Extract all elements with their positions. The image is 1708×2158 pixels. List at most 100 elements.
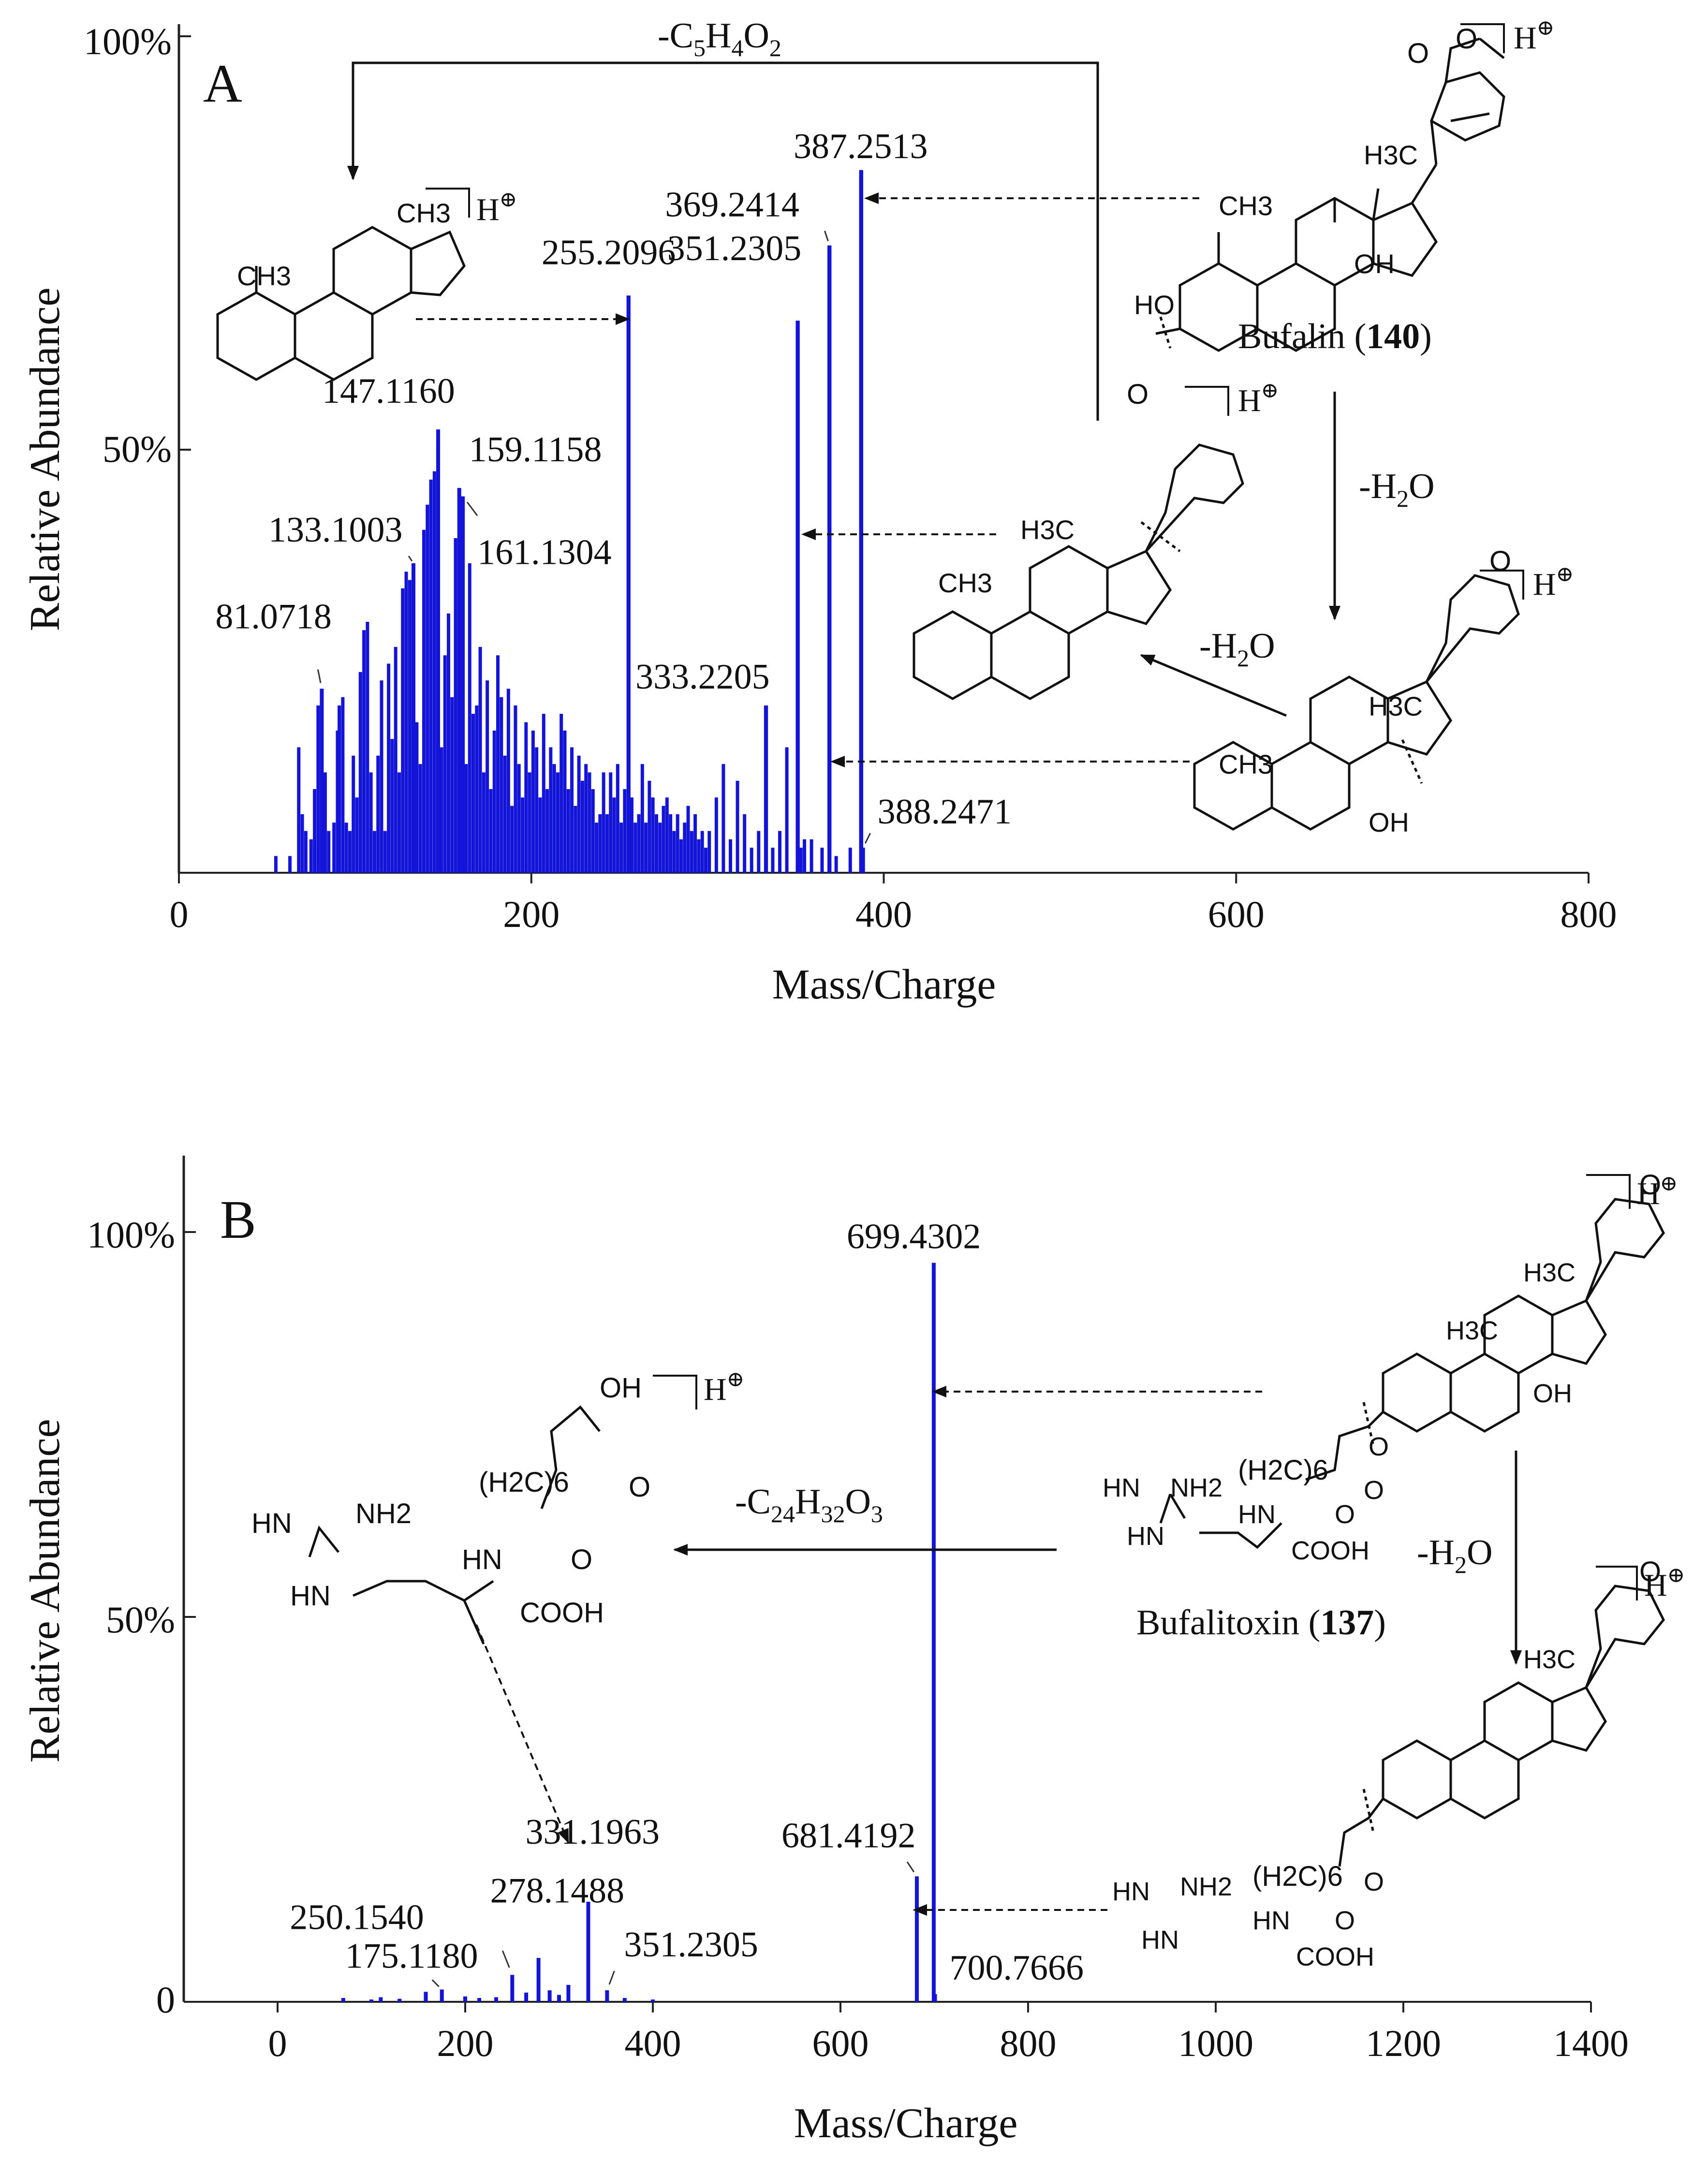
panel-a-ytick-100: 100% (84, 20, 172, 62)
panel-b-xtick-label: 800 (1000, 2022, 1057, 2064)
svg-text:O: O (1364, 1476, 1384, 1505)
peak-leader-line (608, 1970, 615, 1985)
panel-a-peak-labels: 81.0718 133.1003 147.1160 159.1158 161.1304 2… (215, 127, 1012, 844)
panel-a-arrows (416, 192, 1340, 767)
svg-text:HN: HN (1112, 1877, 1150, 1906)
panel-a-xtick-label: 0 (170, 893, 189, 935)
peak-label: 161.1304 (477, 533, 612, 573)
fragment-255-labels: CH3 CH3 H⊕ (237, 188, 517, 291)
loss-h2o-1-label: -H2O (1359, 467, 1435, 512)
peak-leader-line (317, 669, 322, 683)
panel-a-spectrum (274, 170, 865, 873)
svg-text:H⊕: H⊕ (1637, 1172, 1678, 1211)
peak-leader-line (466, 501, 478, 516)
panel-b-x-ticks: 0 200 400 600 800 1000 1200 1400 (268, 2002, 1629, 2064)
peak-label: 388.2471 (878, 792, 1012, 832)
loss-c24h32o3-label: -C24H32O3 (735, 1482, 883, 1527)
svg-text:H⊕: H⊕ (1238, 379, 1279, 418)
intermediate-1-labels: O H3C CH3 OH H⊕ (1219, 545, 1574, 837)
peak-leader-line (864, 833, 871, 844)
panel-b-arrows (475, 1386, 1522, 1916)
panel-a-ylabel: Relative Abundance (22, 287, 69, 631)
svg-text:O: O (1369, 1432, 1389, 1461)
intermediate-1-structure (1193, 574, 1520, 831)
panel-a-xtick-label: 800 (1561, 893, 1617, 935)
loss-c5h4o2-label: -C5H4O2 (658, 16, 781, 61)
peak-leader-line (906, 1861, 915, 1873)
loss-c5h4o2-bracket: -C5H4O2 (347, 16, 1099, 421)
peak-label: 387.2513 (794, 127, 928, 166)
bufalitoxin-labels: O H3C H3C OH O (H2C)6 O O HN NH2 HN HN C… (1103, 1169, 1678, 1643)
peak-label: 331.1963 (526, 1812, 660, 1852)
svg-text:COOH: COOH (520, 1597, 604, 1629)
intermediate-2-structure (913, 443, 1244, 700)
svg-text:HN: HN (462, 1544, 502, 1575)
svg-text:HO: HO (1134, 290, 1175, 320)
svg-text:H3C: H3C (1020, 514, 1075, 545)
peak-label: 351.2305 (624, 1925, 758, 1965)
panel-a-letter: A (203, 54, 242, 114)
panel-b-chart: 0 200 400 600 800 1000 1200 1400 175.1180250.15… (22, 1156, 1685, 2147)
fragment-331-labels: OH (H2C)6 O O HN NH2 HN HN COOH H⊕ (251, 1367, 745, 1629)
svg-text:HN: HN (1127, 1522, 1164, 1551)
svg-text:O: O (1127, 379, 1148, 410)
svg-text:COOH: COOH (1296, 1942, 1374, 1971)
peak-leader-line (501, 1950, 510, 1968)
svg-text:OH: OH (1354, 249, 1395, 279)
svg-text:O: O (1335, 1906, 1355, 1935)
peak-label: 278.1488 (490, 1871, 625, 1910)
panel-a-xtick-label: 400 (855, 893, 912, 935)
svg-text:H3C: H3C (1523, 1258, 1575, 1287)
peak-label: 255.2096 (542, 233, 676, 272)
panel-b-letter: B (220, 1190, 256, 1250)
panel-b-xtick-label: 0 (268, 2022, 287, 2064)
svg-text:O: O (1456, 23, 1477, 55)
dehydrated-bufalitoxin-labels: O H3C (H2C)6 O O HN NH2 HN HN COOH H⊕ (1112, 1556, 1685, 1971)
peak-leader-line (431, 1979, 440, 1987)
peak-label: 681.4192 (781, 1816, 916, 1856)
bufalitoxin-structure (1159, 1198, 1665, 1549)
panel-b-ylabel: Relative Abundance (22, 1419, 69, 1762)
peak-label: 369.2414 (665, 185, 799, 225)
peak-leader-line (408, 556, 413, 562)
svg-text:O: O (1489, 545, 1511, 577)
fragment-255-structure (216, 226, 466, 381)
panel-b-xtick-label: 400 (625, 2022, 681, 2064)
svg-text:O: O (1639, 1556, 1661, 1587)
panel-b-ytick-100: 100% (87, 1214, 175, 1256)
svg-text:NH2: NH2 (1170, 1473, 1222, 1502)
panel-b-axes (182, 1156, 1591, 2003)
svg-text:O: O (571, 1544, 592, 1575)
svg-text:NH2: NH2 (355, 1498, 412, 1529)
svg-text:OH: OH (1533, 1379, 1572, 1408)
svg-text:H⊕: H⊕ (1644, 1563, 1685, 1603)
dehydrated-bufalitoxin-structure (1338, 1585, 1665, 1867)
svg-text:HN: HN (1103, 1473, 1140, 1502)
panel-b-xlabel: Mass/Charge (794, 2100, 1018, 2147)
panel-a-xtick-label: 600 (1208, 893, 1265, 935)
peak-label: 81.0718 (215, 597, 332, 636)
bufalin-proton: H⊕ (1514, 16, 1555, 56)
peak-label: 250.1540 (290, 1897, 424, 1937)
svg-text:H3C: H3C (1364, 140, 1418, 170)
svg-text:CH3: CH3 (237, 261, 291, 291)
loss-h2o-2-label: -H2O (1199, 626, 1275, 672)
loss-h2o-b-label: -H2O (1417, 1533, 1493, 1578)
svg-text:O: O (1364, 1867, 1384, 1896)
peak-label: 700.7666 (949, 1948, 1084, 1988)
peak-label: 133.1003 (268, 510, 403, 550)
svg-text:HN: HN (1252, 1906, 1290, 1935)
fragment-331-structure (308, 1405, 601, 1645)
bufalitoxin-name: Bufalitoxin (137) (1136, 1603, 1386, 1643)
svg-text:CH3: CH3 (1219, 749, 1273, 779)
panel-b-xtick-label: 1400 (1553, 2022, 1629, 2064)
svg-text:OH: OH (1369, 807, 1409, 837)
svg-text:O: O (1335, 1500, 1355, 1529)
svg-text:O: O (629, 1471, 650, 1503)
bufalin-name: Bufalin (140) (1238, 317, 1432, 356)
svg-text:(H2C)6: (H2C)6 (1238, 1454, 1328, 1486)
svg-text:H⊕: H⊕ (1533, 562, 1574, 602)
panel-b-xtick-label: 200 (437, 2022, 494, 2064)
